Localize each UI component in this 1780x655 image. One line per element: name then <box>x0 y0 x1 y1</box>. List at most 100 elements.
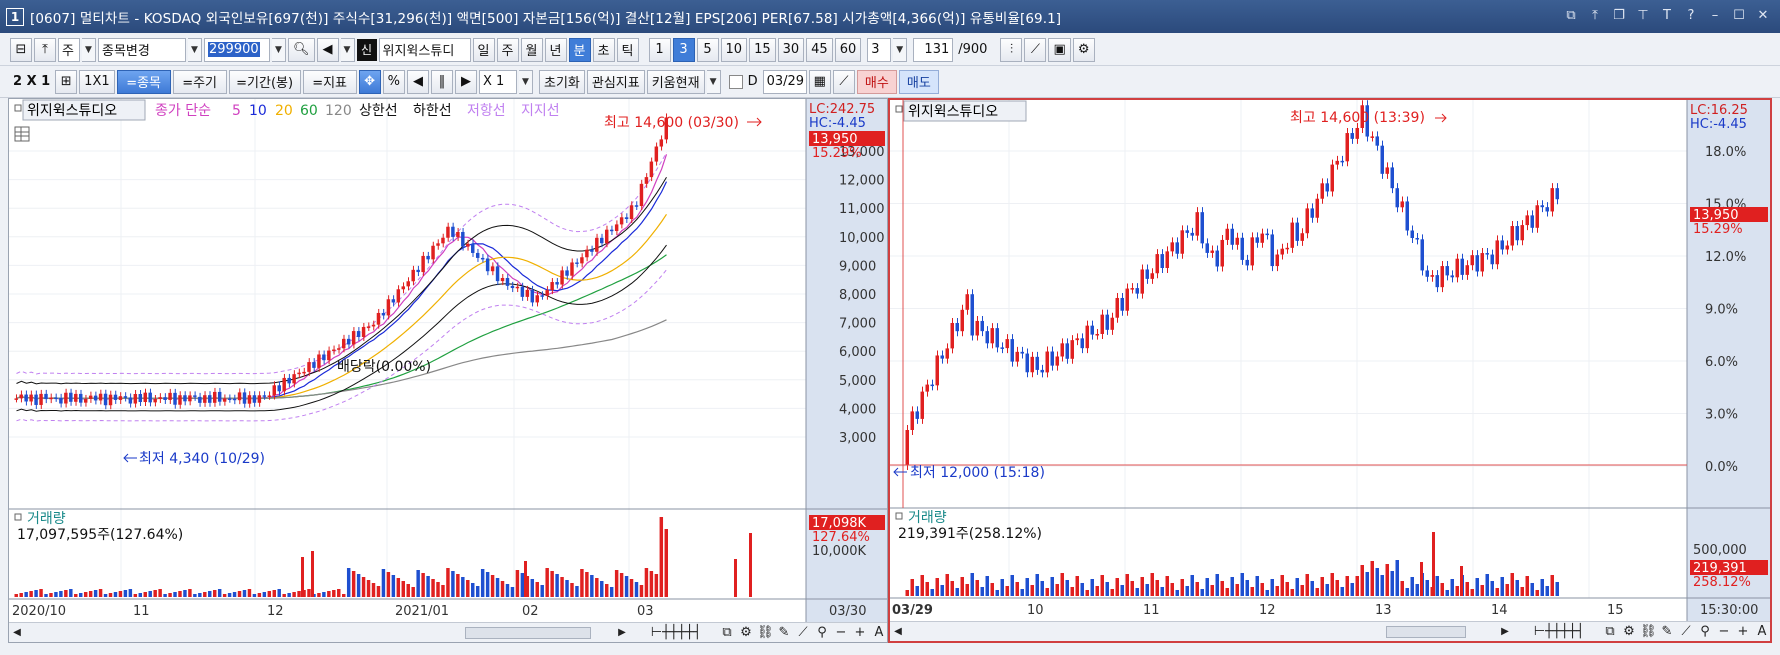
gear-icon[interactable]: ⚙ <box>1623 624 1635 639</box>
font-icon[interactable]: T <box>1663 7 1671 23</box>
multiplier-select[interactable]: X 1 <box>478 69 517 94</box>
stock-name-field[interactable]: 위지윅스튜디 <box>378 37 471 62</box>
minimize-icon[interactable]: – <box>1711 7 1719 23</box>
pen-icon[interactable]: ✎ <box>778 625 790 640</box>
copy-icon[interactable]: ⧉ <box>722 625 732 640</box>
left-stock-label[interactable]: 위지윅스튜디오 <box>27 103 117 119</box>
font-a-icon[interactable]: A <box>874 625 884 640</box>
zoom-out-icon[interactable]: − <box>835 625 847 640</box>
period-second[interactable]: 초 <box>592 37 615 62</box>
minute-1[interactable]: 1 <box>648 37 671 62</box>
minute-45[interactable]: 45 <box>806 37 833 62</box>
pin-top-button[interactable]: ⤒ <box>34 37 56 62</box>
minute-3[interactable]: 3 <box>672 37 695 62</box>
pin-icon[interactable]: ⊤ <box>1637 7 1649 23</box>
layout-label[interactable]: 2 X 1 <box>13 74 51 89</box>
layout-toggle-icon[interactable]: ⊟ <box>10 37 32 62</box>
market-dropdown-icon[interactable]: ▼ <box>82 37 96 62</box>
scroll-left-icon[interactable]: ◀ <box>13 627 21 638</box>
link-icon[interactable]: ⛓ <box>757 625 774 640</box>
left-chart-canvas[interactable]: 13,000 12,000 11,000 10,000 9,000 8,000 7,000 6… <box>9 99 887 622</box>
minute-60[interactable]: 60 <box>834 37 862 62</box>
font-a-icon[interactable]: A <box>1757 624 1767 639</box>
zoom-slider[interactable]: ⊢┼┼┼┼┤ <box>650 625 702 640</box>
reset-button[interactable]: 초기화 <box>538 69 585 94</box>
scroll-left-icon[interactable]: ◀ <box>894 626 902 637</box>
link-icon[interactable]: ⧉ <box>1566 7 1576 23</box>
scroll-right-icon[interactable]: ▶ <box>618 627 626 638</box>
right-scrollbar[interactable]: ◀ ▶ ⊢┼┼┼┼┤ ⧉ ⚙ ⛓ ✎ ⟋ ⚲ − + A <box>890 621 1770 641</box>
magnifier-icon[interactable]: ⚲ <box>1700 624 1710 639</box>
help-icon[interactable]: ? <box>1687 7 1695 23</box>
count-input[interactable]: 131 <box>913 37 954 62</box>
period-day[interactable]: 일 <box>472 37 495 62</box>
minute-15[interactable]: 15 <box>749 37 776 62</box>
chart-icon[interactable]: ⟋ <box>1681 624 1691 639</box>
copy-icon[interactable]: ⧉ <box>1605 624 1615 639</box>
sound-icon[interactable]: ◀︎ <box>316 37 339 62</box>
right-chart-canvas[interactable]: 18.0%15.0%12.0%9.0%6.0%3.0%0.0% 위지윅스튜디오 … <box>890 100 1770 621</box>
left-scrollbar[interactable]: ◀ ▶ ⊢┼┼┼┼┤ ⧉ ⚙ ⛓ ✎ ⟋ ⚲ − + A <box>9 622 887 642</box>
pause-icon[interactable]: ‖ <box>430 69 453 94</box>
period-year[interactable]: 년 <box>544 37 567 62</box>
period-minute[interactable]: 분 <box>568 37 591 62</box>
stock-change-select[interactable]: 종목변경 <box>98 37 186 62</box>
period-sync-button[interactable]: =주기 <box>172 69 227 94</box>
link-icon[interactable]: ⛓ <box>1640 624 1657 639</box>
table-view-icon[interactable] <box>14 126 30 142</box>
minute-30[interactable]: 30 <box>777 37 805 62</box>
date-input[interactable]: 03/29 <box>762 69 807 94</box>
prev-arrow-icon[interactable]: ◀ <box>406 69 429 94</box>
date-checkbox[interactable] <box>728 74 743 89</box>
code-dropdown-icon[interactable]: ▼ <box>272 37 286 62</box>
indicator-sync-button[interactable]: =지표 <box>302 69 357 94</box>
crosshair-icon[interactable]: ✥ <box>358 69 381 94</box>
minute-5[interactable]: 5 <box>696 37 719 62</box>
period-tick[interactable]: 틱 <box>616 37 639 62</box>
magnifier-icon[interactable]: ⚲ <box>817 625 827 640</box>
close-icon[interactable]: ✕ <box>1757 7 1769 23</box>
interval-input[interactable]: 3 <box>867 37 892 62</box>
candle-style-icon[interactable]: ⫶ <box>1000 37 1023 62</box>
maximize-icon[interactable]: ☐ <box>1733 7 1745 23</box>
sound-dropdown-icon[interactable]: ▼ <box>340 37 355 62</box>
pen-icon[interactable]: ✎ <box>1661 624 1673 639</box>
stock-change-dropdown-icon[interactable]: ▼ <box>188 37 202 62</box>
zoom-in-icon[interactable]: + <box>854 625 866 640</box>
restore-layout-icon[interactable]: ❐ <box>1613 7 1625 23</box>
calendar-icon[interactable]: ▦ <box>808 69 831 94</box>
market-select[interactable]: 주 <box>58 37 80 62</box>
zoom-in-icon[interactable]: + <box>1737 624 1749 639</box>
grid-layout-icon[interactable]: ⊞ <box>55 69 78 94</box>
search-icon[interactable]: 🔍︎ <box>288 37 315 62</box>
buy-button[interactable]: 매수 <box>856 69 897 94</box>
sell-button[interactable]: 매도 <box>898 69 939 94</box>
period-month[interactable]: 월 <box>520 37 543 62</box>
stock-code-input[interactable]: 299900 <box>204 37 270 62</box>
kiwoom-dropdown-icon[interactable]: ▼ <box>706 69 721 94</box>
favorite-indicator-button[interactable]: 관심지표 <box>586 69 645 94</box>
legend-ma60: 60 <box>300 103 318 119</box>
kiwoom-current-button[interactable]: 키움현재 <box>646 69 705 94</box>
next-arrow-icon[interactable]: ▶ <box>454 69 477 94</box>
chart-tool-icon[interactable]: ⟋ <box>832 69 855 94</box>
save-icon[interactable]: ▣ <box>1048 37 1071 62</box>
percent-button[interactable]: % <box>382 69 405 94</box>
right-stock-label[interactable]: 위지윅스튜디오 <box>908 104 998 120</box>
range-sync-button[interactable]: =기간(봉) <box>228 69 301 94</box>
minute-10[interactable]: 10 <box>720 37 748 62</box>
period-week[interactable]: 주 <box>496 37 519 62</box>
interval-dropdown-icon[interactable]: ▼ <box>893 37 908 62</box>
gear-icon[interactable]: ⚙ <box>740 625 752 640</box>
scroll-right-icon[interactable]: ▶ <box>1501 626 1509 637</box>
multiplier-dropdown-icon[interactable]: ▼ <box>518 69 533 94</box>
one-by-one-button[interactable]: 1X1 <box>79 69 115 94</box>
zoom-out-icon[interactable]: − <box>1718 624 1730 639</box>
zoom-slider[interactable]: ⊢┼┼┼┼┤ <box>1533 624 1585 639</box>
chart-icon[interactable]: ⟋ <box>798 625 808 640</box>
draw-tool-icon[interactable]: ⟋ <box>1024 37 1047 62</box>
pin-top-icon[interactable]: ⤒ <box>1592 7 1598 23</box>
right-pct-tick: 6.0% <box>1705 355 1738 370</box>
stock-sync-button[interactable]: =종목 <box>116 69 171 94</box>
settings-icon[interactable]: ⚙ <box>1072 37 1095 62</box>
